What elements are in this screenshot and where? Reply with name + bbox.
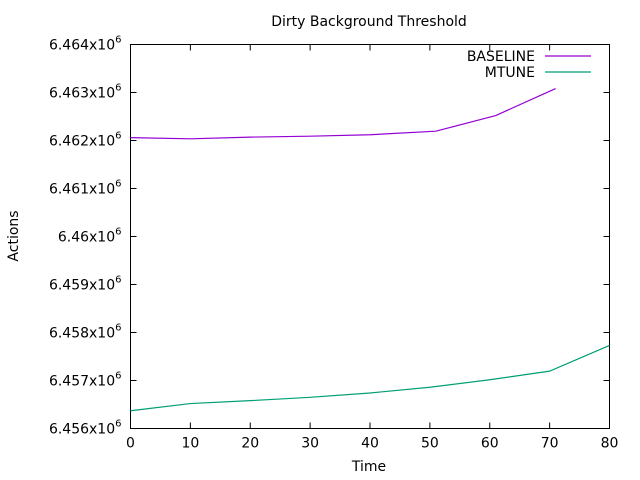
series-line-mtune [130, 344, 610, 412]
y-tick-label: 6.46x106 [58, 227, 122, 246]
x-tick-label: 30 [301, 436, 319, 452]
y-tick-label: 6.461x106 [49, 179, 122, 198]
x-axis-label: Time [351, 459, 386, 475]
x-tick-label: 80 [601, 436, 619, 452]
y-tick-label: 6.456x106 [49, 419, 122, 438]
legend-label: MTUNE [485, 65, 535, 81]
y-tick-label: 6.463x106 [49, 83, 122, 102]
y-tick-label: 6.464x106 [49, 35, 122, 54]
y-tick-label: 6.457x106 [49, 371, 122, 390]
x-tick-label: 50 [421, 436, 439, 452]
x-tick-label: 20 [241, 436, 259, 452]
y-axis-label: Actions [6, 210, 22, 261]
x-tick-label: 40 [361, 436, 379, 452]
x-tick-label: 70 [541, 436, 559, 452]
x-tick-label: 60 [481, 436, 499, 452]
legend-label: BASELINE [467, 49, 535, 65]
y-tick-label: 6.459x106 [49, 275, 122, 294]
y-tick-label: 6.462x106 [49, 131, 122, 150]
chart-title: Dirty Background Threshold [271, 14, 467, 30]
series-line-baseline [130, 87, 556, 140]
x-tick-label: 10 [181, 436, 199, 452]
x-tick-label: 0 [126, 436, 135, 452]
plot-border [130, 44, 610, 429]
y-tick-label: 6.458x106 [49, 323, 122, 342]
